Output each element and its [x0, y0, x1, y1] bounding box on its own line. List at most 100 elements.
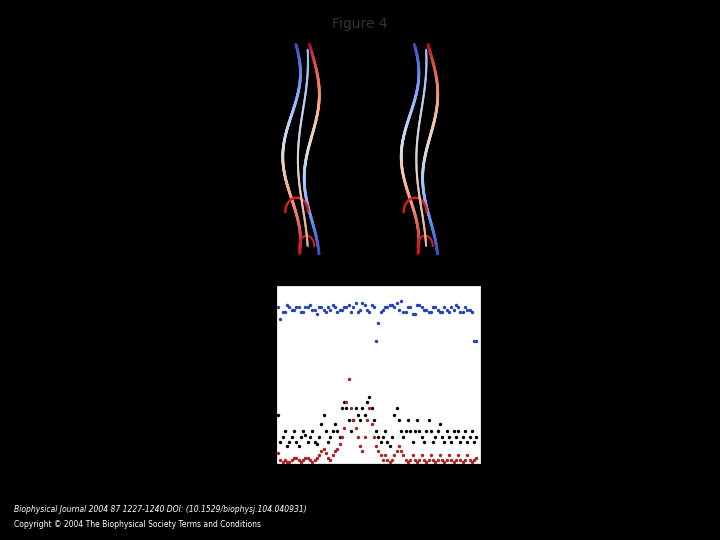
Point: [284, 437, 295, 446]
Point: [400, 427, 411, 435]
Point: [416, 451, 428, 460]
Point: [352, 433, 364, 442]
Point: [325, 305, 336, 314]
Point: [343, 375, 354, 383]
Point: [389, 451, 400, 460]
Point: [293, 456, 305, 464]
Point: [302, 303, 313, 312]
Point: [302, 437, 313, 446]
Point: [348, 415, 359, 424]
Point: [407, 437, 418, 446]
Point: [341, 303, 352, 312]
Point: [457, 433, 469, 442]
Point: [444, 433, 455, 442]
Point: [411, 458, 423, 467]
Point: [276, 433, 288, 442]
Point: [379, 451, 391, 460]
Point: [407, 451, 418, 460]
Point: [434, 307, 446, 316]
Point: [295, 433, 307, 442]
Point: [279, 456, 291, 464]
Point: [471, 454, 482, 462]
Point: [288, 454, 300, 462]
Point: [307, 427, 318, 435]
Point: [400, 307, 411, 316]
Point: [348, 303, 359, 312]
Point: [356, 404, 368, 413]
Point: [462, 451, 473, 460]
Point: [377, 433, 389, 442]
Point: [450, 433, 462, 442]
Point: [395, 447, 407, 455]
Point: [279, 427, 291, 435]
Point: [354, 415, 366, 424]
Point: [274, 314, 286, 323]
Point: [386, 301, 397, 309]
Point: [288, 427, 300, 435]
Point: [336, 305, 348, 314]
Point: [409, 427, 420, 435]
Point: [350, 299, 361, 307]
Point: [297, 427, 309, 435]
Point: [444, 307, 455, 316]
Point: [307, 305, 318, 314]
Point: [425, 427, 436, 435]
Point: [436, 307, 448, 316]
Point: [391, 299, 402, 307]
Point: [327, 451, 338, 460]
Point: [464, 433, 475, 442]
Point: [420, 427, 432, 435]
Point: [284, 303, 295, 312]
Point: [407, 310, 418, 319]
Point: [325, 456, 336, 464]
Point: [331, 307, 343, 316]
Point: [391, 404, 402, 413]
Point: [276, 458, 288, 467]
Point: [323, 303, 334, 312]
Point: [334, 440, 346, 449]
Point: [331, 427, 343, 435]
Point: [434, 451, 446, 460]
Point: [468, 456, 480, 464]
Point: [318, 305, 330, 314]
Point: [448, 458, 459, 467]
Point: [323, 454, 334, 462]
Point: [313, 303, 325, 312]
Point: [295, 458, 307, 467]
Point: [471, 433, 482, 442]
Point: [425, 307, 436, 316]
Point: [334, 305, 346, 314]
Point: [309, 305, 320, 314]
Point: [327, 427, 338, 435]
Point: [436, 456, 448, 464]
Point: [300, 454, 311, 462]
Point: [352, 411, 364, 420]
Point: [409, 456, 420, 464]
Text: Copyright © 2004 The Biophysical Society Terms and Conditions: Copyright © 2004 The Biophysical Society…: [14, 520, 261, 529]
Point: [329, 447, 341, 455]
Point: [368, 415, 379, 424]
Point: [411, 301, 423, 309]
Point: [297, 456, 309, 464]
Point: [438, 458, 450, 467]
Point: [466, 458, 477, 467]
Point: [356, 299, 368, 307]
Point: [384, 442, 395, 451]
Point: [457, 307, 469, 316]
Point: [361, 397, 373, 406]
Text: Figure 4: Figure 4: [332, 17, 388, 31]
Point: [413, 301, 425, 309]
Point: [427, 303, 438, 312]
Point: [393, 442, 405, 451]
Point: [286, 433, 297, 442]
Point: [418, 305, 430, 314]
Point: [468, 336, 480, 345]
Point: [462, 437, 473, 446]
Point: [420, 458, 432, 467]
Point: [386, 433, 397, 442]
Point: [297, 307, 309, 316]
Point: [327, 301, 338, 309]
Point: [348, 415, 359, 424]
Text: B: B: [237, 288, 246, 301]
Point: [284, 458, 295, 467]
